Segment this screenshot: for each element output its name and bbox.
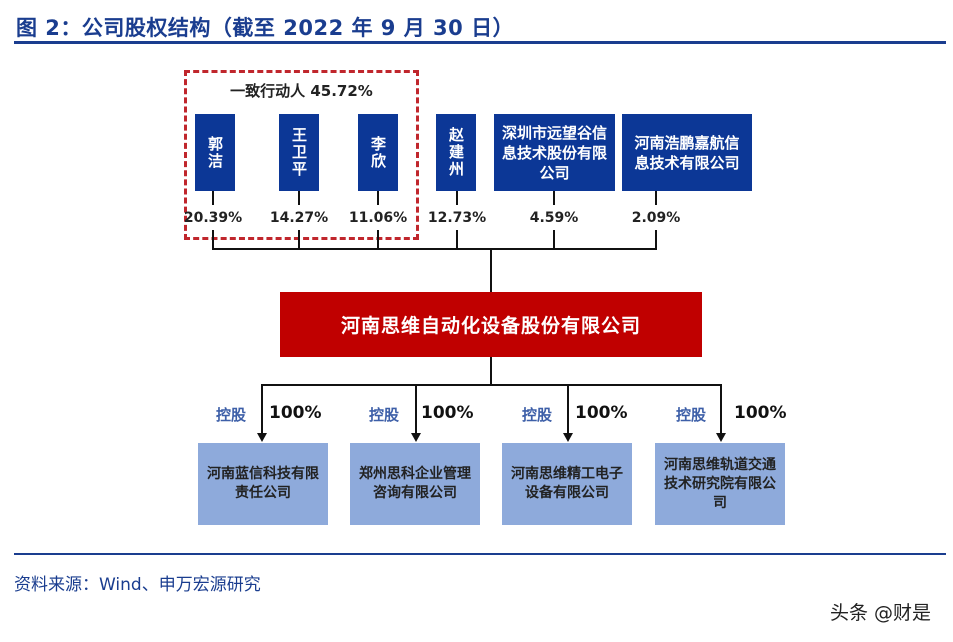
source-note: 资料来源：Wind、申万宏源研究: [14, 575, 261, 595]
connector-line: [553, 191, 555, 205]
stake-label: 2.09%: [631, 210, 681, 226]
subsidiary-name: 河南思维轨道交通技术研究院有限公司: [664, 456, 776, 511]
shareholder-bus-line: [212, 248, 657, 250]
stake-label: 12.73%: [427, 210, 487, 226]
shareholder-name: 李欣: [369, 135, 387, 170]
title-divider: [14, 41, 946, 44]
stake-label: 100%: [575, 403, 628, 423]
shareholder-box-wangweiping: 王卫平: [279, 114, 319, 191]
subsidiary-box-jinggong: 河南思维精工电子设备有限公司: [502, 443, 632, 525]
arrow-down-icon: [411, 433, 421, 442]
connector-line: [212, 230, 214, 250]
arrow-down-icon: [716, 433, 726, 442]
arrow-down-icon: [563, 433, 573, 442]
subsidiary-box-lanxin: 河南蓝信科技有限责任公司: [198, 443, 328, 525]
parent-company-name: 河南思维自动化设备股份有限公司: [340, 315, 641, 337]
stake-label: 11.06%: [348, 210, 408, 226]
stake-label: 4.59%: [529, 210, 579, 226]
connector-line: [377, 230, 379, 250]
connector-line: [720, 384, 722, 434]
subsidiary-name: 郑州思科企业管理咨询有限公司: [359, 466, 471, 501]
relation-label: 控股: [216, 406, 247, 424]
shareholder-name: 深圳市远望谷信息技术股份有限公司: [501, 123, 607, 182]
relation-label: 控股: [369, 406, 400, 424]
connector-line: [298, 230, 300, 250]
connector-line: [456, 191, 458, 205]
shareholder-box-lixin: 李欣: [358, 114, 398, 191]
shareholder-name: 河南浩鹏嘉航信息技术有限公司: [634, 133, 740, 172]
subsidiary-bus-line: [261, 384, 721, 386]
stake-label: 100%: [734, 403, 787, 423]
subsidiary-box-sike: 郑州思科企业管理咨询有限公司: [350, 443, 480, 525]
connector-line: [655, 191, 657, 205]
acting-in-concert-label: 一致行动人 45.72%: [230, 82, 373, 100]
parent-company-box: 河南思维自动化设备股份有限公司: [280, 292, 702, 357]
connector-line: [212, 191, 214, 205]
subsidiary-name: 河南蓝信科技有限责任公司: [207, 466, 319, 501]
connector-line: [456, 230, 458, 250]
subsidiary-name: 河南思维精工电子设备有限公司: [511, 466, 623, 501]
figure-title: 图 2：公司股权结构（截至 2022 年 9 月 30 日）: [16, 16, 515, 40]
arrow-down-icon: [257, 433, 267, 442]
acting-in-concert-group: [184, 70, 419, 240]
footer-divider: [14, 553, 946, 555]
subsidiary-box-guidao: 河南思维轨道交通技术研究院有限公司: [655, 443, 785, 525]
shareholder-name: 郭洁: [206, 135, 224, 170]
stake-label: 100%: [269, 403, 322, 423]
shareholder-box-haopengjiahang: 河南浩鹏嘉航信息技术有限公司: [622, 114, 752, 191]
connector-line: [298, 191, 300, 205]
connector-line: [655, 230, 657, 250]
stake-label: 100%: [421, 403, 474, 423]
stake-label: 14.27%: [269, 210, 329, 226]
trunk-line: [490, 357, 492, 385]
connector-line: [261, 384, 263, 434]
connector-line: [553, 230, 555, 250]
shareholder-box-yuanwanggu: 深圳市远望谷信息技术股份有限公司: [494, 114, 615, 191]
watermark: 头条 @财是: [829, 602, 931, 624]
relation-label: 控股: [676, 406, 707, 424]
stake-label: 20.39%: [183, 210, 243, 226]
shareholder-box-guojie: 郭洁: [195, 114, 235, 191]
shareholder-name: 赵建州: [447, 127, 465, 178]
trunk-line: [490, 248, 492, 292]
connector-line: [567, 384, 569, 434]
relation-label: 控股: [522, 406, 553, 424]
connector-line: [377, 191, 379, 205]
shareholder-box-zhaojianzhou: 赵建州: [436, 114, 476, 191]
shareholder-name: 王卫平: [290, 127, 308, 178]
connector-line: [415, 384, 417, 434]
